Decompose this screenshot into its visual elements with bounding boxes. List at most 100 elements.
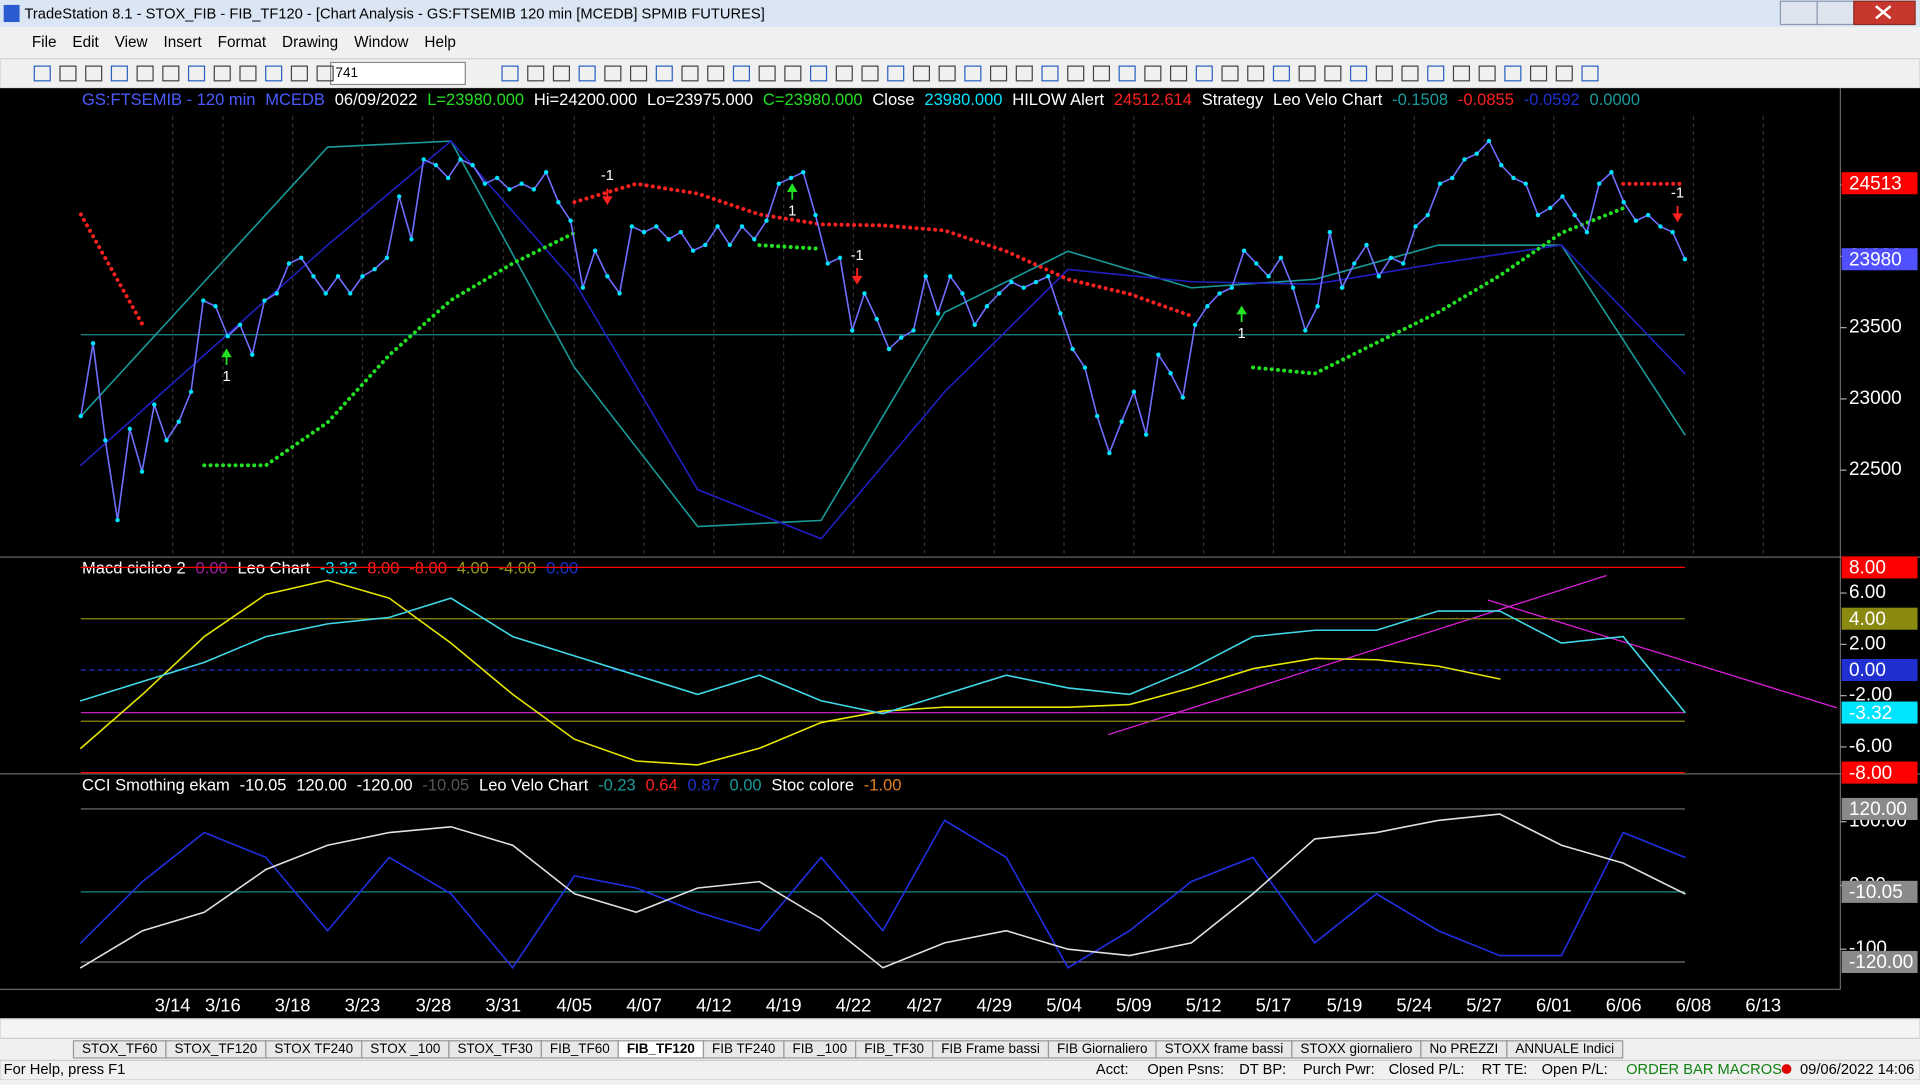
price-marker <box>335 274 341 279</box>
x-tick-label: 4/07 <box>626 994 662 1015</box>
toolbar-icon[interactable] <box>501 65 519 82</box>
toolbar-icon[interactable] <box>1298 65 1316 82</box>
toolbar-icon[interactable] <box>527 65 545 82</box>
toolbar-icon[interactable] <box>552 65 570 82</box>
chart-area <box>0 88 1920 1023</box>
sheet-tab-label: FIB_TF120 <box>627 1041 695 1056</box>
price-marker <box>825 261 830 266</box>
price-marker <box>752 237 757 242</box>
menu-item[interactable]: Help <box>424 34 455 51</box>
toolbar-icon[interactable] <box>707 65 725 82</box>
toolbar-icon[interactable] <box>1350 65 1368 82</box>
toolbar-icon[interactable] <box>655 65 673 82</box>
toolbar-icon[interactable] <box>33 65 51 82</box>
toolbar-icon[interactable] <box>1530 65 1548 82</box>
price-marker <box>1058 311 1063 316</box>
toolbar-icon[interactable] <box>784 65 802 82</box>
menu-item[interactable]: File <box>32 34 57 51</box>
toolbar-icon[interactable] <box>1144 65 1162 82</box>
toolbar-icon[interactable] <box>239 65 257 82</box>
price-marker <box>923 274 928 279</box>
price-marker <box>996 291 1002 296</box>
combo-text: 741 <box>336 65 358 80</box>
price-marker <box>1413 224 1418 229</box>
toolbar-icon[interactable] <box>1221 65 1239 82</box>
sheet-tab-label: STOX_TF60 <box>82 1041 157 1056</box>
symbol-combo[interactable] <box>330 61 466 86</box>
x-tick-label: 3/28 <box>416 994 452 1015</box>
price-marker <box>1303 328 1308 333</box>
toolbar-icon[interactable] <box>1401 65 1419 82</box>
toolbar-icon[interactable] <box>1195 65 1213 82</box>
sheet-tab-label: No PREZZI <box>1429 1041 1498 1056</box>
toolbar-icon[interactable] <box>110 65 128 82</box>
price-marker <box>556 199 561 205</box>
toolbar-icon[interactable] <box>162 65 180 82</box>
toolbar-icon[interactable] <box>630 65 648 82</box>
value-box <box>1841 797 1918 820</box>
toolbar-icon[interactable] <box>1247 65 1265 82</box>
sheet-tab[interactable] <box>1506 1040 1624 1059</box>
toolbar-icon[interactable] <box>1504 65 1522 82</box>
toolbar-icon[interactable] <box>187 65 206 82</box>
toolbar-icon[interactable] <box>213 65 231 82</box>
price-marker <box>776 181 781 186</box>
toolbar-icon[interactable] <box>1092 65 1111 82</box>
toolbar-icon[interactable] <box>732 65 750 82</box>
toolbar-icon[interactable] <box>1041 65 1059 82</box>
sheet-tab-label: FIB _100 <box>792 1041 847 1056</box>
signal-label: -1 <box>1671 185 1684 201</box>
price-marker <box>543 170 549 175</box>
toolbar-icon[interactable] <box>758 65 776 82</box>
toolbar-icon[interactable] <box>604 65 622 82</box>
menu-item[interactable]: Window <box>354 34 409 51</box>
menu-item[interactable]: Insert <box>163 34 202 51</box>
toolbar-icon[interactable] <box>1581 65 1599 82</box>
toolbar-icon[interactable] <box>1427 65 1445 82</box>
toolbar-icon[interactable] <box>1375 65 1393 82</box>
toolbar-icon[interactable] <box>136 65 154 82</box>
price-marker <box>1609 170 1614 175</box>
toolbar-icon[interactable] <box>835 65 853 82</box>
maximize-button[interactable] <box>1816 0 1855 26</box>
toolbar-icon[interactable] <box>912 65 930 82</box>
toolbar-icon[interactable] <box>59 65 77 82</box>
toolbar-icon[interactable] <box>887 65 905 82</box>
menu-item[interactable]: Format <box>218 34 267 51</box>
toolbar-icon[interactable] <box>316 65 334 82</box>
price-marker <box>1462 157 1467 162</box>
toolbar-icon[interactable] <box>861 65 879 82</box>
price-marker <box>1474 151 1479 156</box>
toolbar-icon[interactable] <box>1067 65 1085 82</box>
toolbar-icon[interactable] <box>1555 65 1573 82</box>
toolbar-icon[interactable] <box>681 65 699 82</box>
toolbar-icon[interactable] <box>290 65 308 82</box>
menu-item[interactable]: Edit <box>72 34 99 51</box>
toolbar-icon[interactable] <box>1478 65 1496 82</box>
price-marker <box>1205 304 1210 309</box>
toolbar-icon[interactable] <box>1118 65 1136 82</box>
toolbar-icon[interactable] <box>1324 65 1342 82</box>
price-marker <box>519 181 524 186</box>
dotted-line <box>202 206 1626 468</box>
price-marker <box>1278 255 1284 260</box>
value-box-label: 8.00 <box>1849 558 1886 579</box>
signal-arrow <box>786 183 798 200</box>
toolbar-icon[interactable] <box>85 65 103 82</box>
scrollbar[interactable] <box>0 1018 1920 1039</box>
toolbar-icon[interactable] <box>810 65 828 82</box>
toolbar-icon[interactable] <box>990 65 1008 82</box>
menu-item[interactable]: View <box>115 34 149 51</box>
menu-item[interactable]: Drawing <box>282 34 338 51</box>
toolbar-icon[interactable] <box>964 65 982 82</box>
indicator-header: 24512.614 <box>1114 90 1192 109</box>
toolbar-icon[interactable] <box>1170 65 1188 82</box>
toolbar-icon[interactable] <box>1015 65 1033 82</box>
toolbar-icon[interactable] <box>1272 65 1291 82</box>
minimize-button[interactable] <box>1779 0 1818 26</box>
toolbar-icon[interactable] <box>1452 65 1471 82</box>
toolbar-icon[interactable] <box>265 65 283 82</box>
title-bar <box>0 0 1920 27</box>
toolbar-icon[interactable] <box>578 65 596 82</box>
toolbar-icon[interactable] <box>938 65 956 82</box>
